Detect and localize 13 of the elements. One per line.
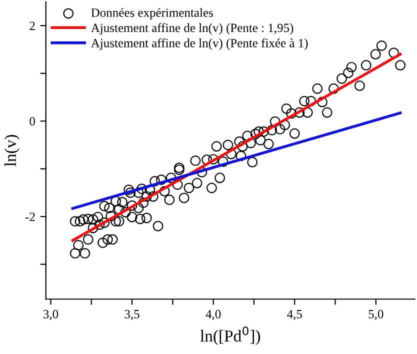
y-tick-label: 2 bbox=[30, 22, 35, 30]
legend-label: Données expérimentales bbox=[91, 8, 213, 20]
x-tick-label: 4,0 bbox=[206, 310, 221, 320]
y-tick-label: -2 bbox=[26, 212, 35, 221]
x-axis-title: ln([Pd$^{0}$]) bbox=[200, 326, 260, 346]
x-tick-label: 3,5 bbox=[124, 310, 140, 320]
x-tick-label: 3,0 bbox=[44, 310, 58, 320]
legend-label: Ajustement affine de ln(v) (Pente fixée à 1) bbox=[90, 38, 308, 50]
x-tick-label: 5,0 bbox=[368, 310, 384, 320]
legend-label: Ajustement affine de ln(v) (Pente : 1,95) bbox=[90, 23, 294, 35]
y-tick-label: 0 bbox=[30, 117, 35, 126]
y-axis-title: ln(v) bbox=[4, 134, 20, 166]
x-tick-label: 4,5 bbox=[287, 310, 302, 320]
